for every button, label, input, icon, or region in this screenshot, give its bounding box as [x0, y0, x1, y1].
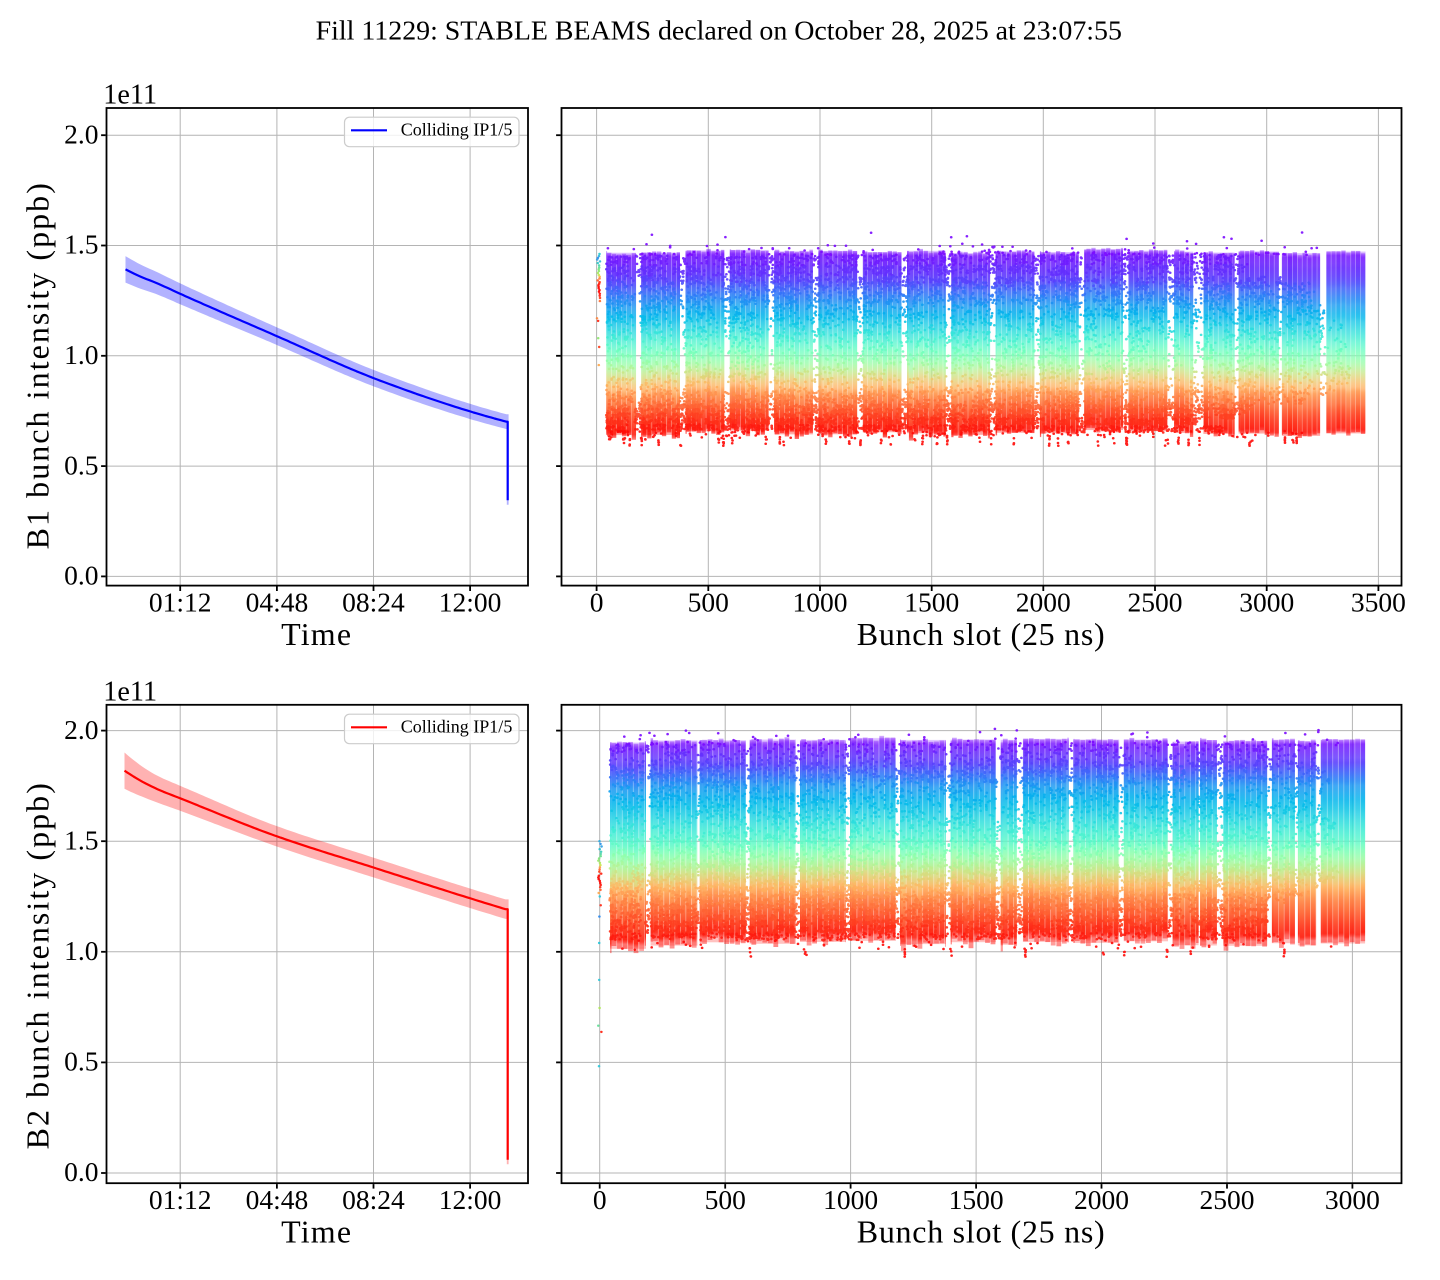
svg-text:3500: 3500	[1351, 587, 1406, 618]
svg-text:Bunch slot (25 ns): Bunch slot (25 ns)	[857, 1214, 1106, 1250]
svg-text:1e11: 1e11	[103, 676, 157, 707]
svg-text:01:12: 01:12	[149, 1184, 212, 1215]
svg-text:0: 0	[593, 1184, 607, 1215]
svg-text:Fill 11229: STABLE BEAMS decla: Fill 11229: STABLE BEAMS declared on Oct…	[316, 16, 1122, 47]
svg-text:1.5: 1.5	[64, 824, 98, 855]
svg-text:1500: 1500	[949, 1184, 1004, 1215]
svg-text:B1 bunch intensity (ppb): B1 bunch intensity (ppb)	[20, 181, 56, 549]
svg-text:0.5: 0.5	[64, 1046, 98, 1077]
svg-text:08:24: 08:24	[342, 587, 405, 618]
svg-text:2.0: 2.0	[64, 714, 98, 745]
svg-text:2000: 2000	[1074, 1184, 1129, 1215]
svg-text:08:24: 08:24	[342, 1184, 405, 1215]
svg-text:01:12: 01:12	[149, 587, 212, 618]
svg-text:500: 500	[705, 1184, 746, 1215]
svg-text:Time: Time	[281, 1214, 352, 1250]
svg-text:3000: 3000	[1325, 1184, 1380, 1215]
svg-text:1000: 1000	[793, 587, 848, 618]
svg-text:2000: 2000	[1016, 587, 1071, 618]
svg-text:0.0: 0.0	[64, 1156, 98, 1187]
svg-text:04:48: 04:48	[246, 587, 309, 618]
svg-text:Colliding IP1/5: Colliding IP1/5	[401, 119, 513, 139]
svg-text:3000: 3000	[1239, 587, 1294, 618]
svg-text:12:00: 12:00	[439, 587, 502, 618]
svg-text:0.5: 0.5	[64, 449, 98, 480]
svg-text:Time: Time	[281, 616, 352, 652]
svg-text:1e11: 1e11	[103, 79, 157, 110]
svg-text:1.5: 1.5	[64, 229, 98, 260]
svg-text:1.0: 1.0	[64, 339, 98, 370]
svg-text:1.0: 1.0	[64, 935, 98, 966]
svg-text:B2 bunch intensity (ppb): B2 bunch intensity (ppb)	[20, 781, 56, 1149]
svg-text:0: 0	[590, 587, 604, 618]
svg-text:2500: 2500	[1128, 587, 1183, 618]
svg-text:2.0: 2.0	[64, 118, 98, 149]
svg-text:0.0: 0.0	[64, 560, 98, 591]
svg-text:12:00: 12:00	[439, 1184, 502, 1215]
svg-text:500: 500	[688, 587, 729, 618]
svg-text:1000: 1000	[823, 1184, 878, 1215]
svg-text:Colliding IP1/5: Colliding IP1/5	[401, 716, 513, 736]
svg-text:1500: 1500	[904, 587, 959, 618]
svg-text:04:48: 04:48	[246, 1184, 309, 1215]
svg-text:Bunch slot (25 ns): Bunch slot (25 ns)	[857, 616, 1106, 652]
svg-text:2500: 2500	[1200, 1184, 1255, 1215]
